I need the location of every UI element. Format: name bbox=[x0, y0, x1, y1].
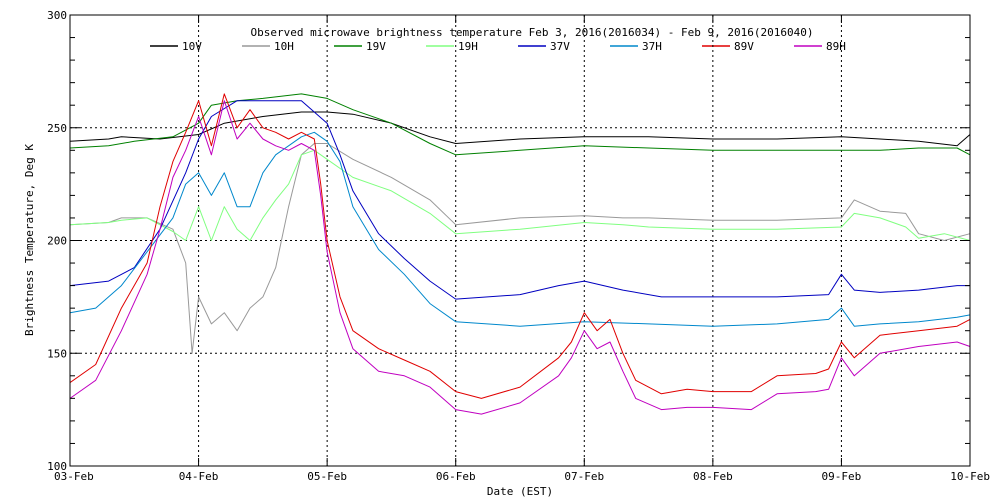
series-line-89v bbox=[69, 93, 971, 399]
axes-ticks: 03-Feb 04-Feb 05-Feb 06-Feb 07-Feb 08-Feb 09-F… bbox=[47, 9, 990, 483]
legend-label-89v: 89V bbox=[734, 40, 754, 53]
series-lines bbox=[69, 93, 971, 415]
x-tick-label: 10-Feb bbox=[950, 470, 990, 483]
x-tick-label: 07-Feb bbox=[564, 470, 604, 483]
chart-title: Observed microwave brightness temperatur… bbox=[251, 26, 814, 39]
x-axis-label: Date (EST) bbox=[487, 485, 553, 498]
series-line-89h bbox=[69, 100, 971, 415]
x-tick-label: 04-Feb bbox=[179, 470, 219, 483]
legend: 10V 10H 19V 19H 37V 37H 89V 89H bbox=[150, 40, 846, 53]
series-line-10h bbox=[69, 143, 971, 354]
series-line-10v bbox=[69, 111, 971, 147]
y-tick-label: 300 bbox=[47, 9, 67, 22]
series-line-19v bbox=[69, 93, 971, 156]
y-tick-label: 100 bbox=[47, 460, 67, 473]
legend-label-89h: 89H bbox=[826, 40, 846, 53]
legend-label-19h: 19H bbox=[458, 40, 478, 53]
legend-label-37h: 37H bbox=[642, 40, 662, 53]
series-line-37v bbox=[69, 100, 970, 300]
legend-label-37v: 37V bbox=[550, 40, 570, 53]
y-tick-label: 250 bbox=[47, 122, 67, 135]
series-line-37h bbox=[69, 131, 971, 327]
y-axis-label: Brightness Temperature, Deg K bbox=[23, 144, 36, 336]
grid-lines bbox=[70, 15, 970, 466]
x-tick-label: 06-Feb bbox=[436, 470, 476, 483]
legend-label-19v: 19V bbox=[366, 40, 386, 53]
x-tick-label: 09-Feb bbox=[822, 470, 862, 483]
y-tick-label: 150 bbox=[47, 347, 67, 360]
legend-label-10v: 10V bbox=[182, 40, 202, 53]
legend-label-10h: 10H bbox=[274, 40, 294, 53]
x-tick-label: 05-Feb bbox=[307, 470, 347, 483]
x-tick-label: 08-Feb bbox=[693, 470, 733, 483]
series-line-19h bbox=[69, 149, 971, 241]
x-tick-label: 03-Feb bbox=[54, 470, 94, 483]
y-tick-label: 200 bbox=[47, 235, 67, 248]
